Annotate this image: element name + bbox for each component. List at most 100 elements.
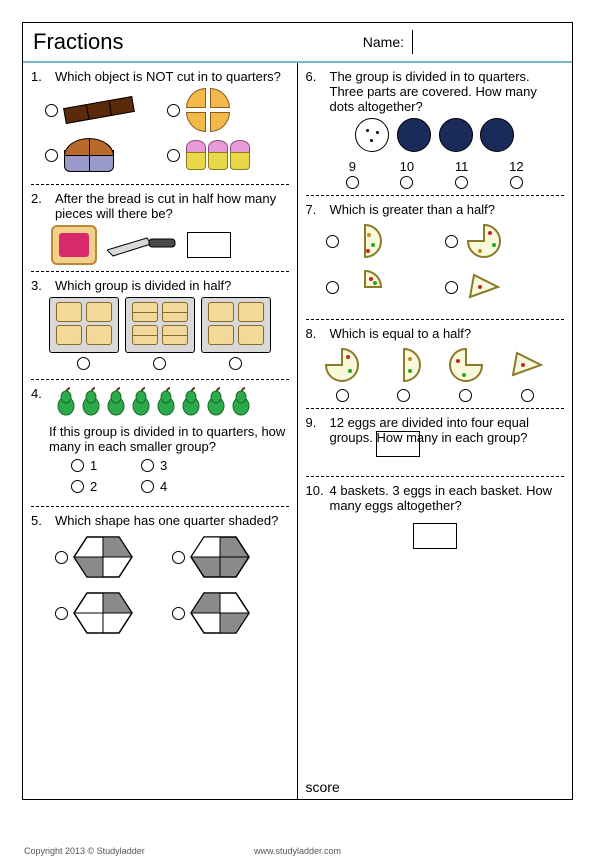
radio-icon [455, 176, 468, 189]
q3-option-a[interactable] [77, 357, 90, 370]
question-2: 2. After the bread is cut in half how ma… [31, 191, 289, 265]
q4-option-2[interactable]: 2 [71, 479, 141, 494]
pear-icon [55, 386, 77, 416]
bun-quarters-icon [186, 88, 230, 132]
pear-icon [105, 386, 127, 416]
q7-option-b[interactable] [445, 221, 564, 261]
hexagon-1of4-icon [72, 588, 134, 638]
q8-option-a[interactable] [336, 389, 349, 402]
q5-number: 5. [31, 513, 47, 528]
q4-option-3[interactable]: 3 [141, 458, 211, 473]
q10-answer-box[interactable] [413, 523, 457, 549]
divider [306, 319, 565, 320]
q1-text: Which object is NOT cut in to quarters? [55, 69, 281, 84]
covered-circle-icon [480, 118, 514, 152]
q1-option-b[interactable] [167, 88, 289, 132]
q5-text: Which shape has one quarter shaded? [55, 513, 278, 528]
q2-number: 2. [31, 191, 47, 221]
q4-number: 4. [31, 386, 47, 420]
pizza-half-icon [384, 345, 424, 385]
q8-option-d[interactable] [521, 389, 534, 402]
name-label: Name: [363, 34, 404, 50]
radio-icon [141, 459, 154, 472]
q1-option-d[interactable] [167, 138, 289, 172]
radio-icon [71, 480, 84, 493]
q1-option-c[interactable] [45, 138, 167, 172]
pizza-slice-icon [464, 267, 504, 307]
q3-text: Which group is divided in half? [55, 278, 231, 293]
chocolate-bar-icon [63, 96, 135, 124]
question-4: 4. If this group is divided in to quarte… [31, 386, 289, 500]
radio-icon [445, 281, 458, 294]
q4-option-1[interactable]: 1 [71, 458, 141, 473]
divider [31, 379, 289, 380]
pizza-slice-icon [507, 345, 547, 385]
radio-icon [172, 607, 185, 620]
q10-number: 10. [306, 483, 322, 513]
q3-option-b[interactable] [153, 357, 166, 370]
hexagon-2of4-icon [189, 588, 251, 638]
tray-a-icon [49, 297, 119, 353]
radio-icon [172, 551, 185, 564]
question-5: 5. Which shape has one quarter shaded? [31, 513, 289, 644]
radio-icon [71, 459, 84, 472]
q3-option-c[interactable] [229, 357, 242, 370]
q8-option-c[interactable] [459, 389, 472, 402]
score-label: score [306, 779, 340, 795]
q6-option-10[interactable]: 10 [400, 159, 414, 189]
q8-text: Which is equal to a half? [330, 326, 472, 341]
q6-option-9[interactable]: 9 [346, 159, 359, 189]
radio-icon [141, 480, 154, 493]
divider [31, 271, 289, 272]
bread-icon [51, 225, 97, 265]
divider [31, 506, 289, 507]
q6-option-12[interactable]: 12 [509, 159, 523, 189]
q8-option-b[interactable] [397, 389, 410, 402]
covered-circle-icon [439, 118, 473, 152]
columns: 1. Which object is NOT cut in to quarter… [23, 63, 572, 799]
right-column: 6. The group is divided in to quarters. … [298, 63, 573, 799]
hexagon-2of4-icon [72, 532, 134, 582]
q1-option-a[interactable] [45, 88, 167, 132]
radio-icon [400, 176, 413, 189]
cupcakes-icon [186, 140, 250, 170]
radio-icon [55, 607, 68, 620]
tray-c-icon [201, 297, 271, 353]
tray-b-icon [125, 297, 195, 353]
q5-option-a[interactable] [55, 532, 172, 582]
q2-answer-box[interactable] [187, 232, 231, 258]
divider [31, 184, 289, 185]
footer: Copyright 2013 © Studyladder www.studyla… [0, 846, 595, 856]
question-6: 6. The group is divided in to quarters. … [306, 69, 565, 189]
question-3: 3. Which group is divided in half? [31, 278, 289, 373]
radio-icon [326, 235, 339, 248]
knife-icon [107, 230, 177, 260]
pizza-3quarter-icon [446, 345, 486, 385]
radio-icon [55, 551, 68, 564]
q1-number: 1. [31, 69, 47, 84]
divider [306, 195, 565, 196]
left-column: 1. Which object is NOT cut in to quarter… [23, 63, 298, 799]
q5-option-c[interactable] [55, 588, 172, 638]
q4-option-4[interactable]: 4 [141, 479, 211, 494]
name-input[interactable] [412, 30, 562, 54]
page-title: Fractions [33, 29, 363, 55]
q5-option-b[interactable] [172, 532, 289, 582]
q4-text: If this group is divided in to quarters,… [31, 424, 289, 454]
q8-number: 8. [306, 326, 322, 341]
q7-option-a[interactable] [326, 221, 445, 261]
q7-option-d[interactable] [445, 267, 564, 307]
q3-number: 3. [31, 278, 47, 293]
hexagon-3of4-icon [189, 532, 251, 582]
pear-icon [80, 386, 102, 416]
pizza-half-icon [345, 221, 385, 261]
q7-option-c[interactable] [326, 267, 445, 307]
q9-answer-box[interactable] [376, 431, 420, 457]
q10-text: 4 baskets. 3 eggs in each basket. How ma… [330, 483, 565, 513]
covered-circle-icon [397, 118, 431, 152]
pizza-3quarter-icon [464, 221, 504, 261]
q5-option-d[interactable] [172, 588, 289, 638]
q6-text: The group is divided in to quarters. Thr… [330, 69, 565, 114]
radio-icon [346, 176, 359, 189]
q6-option-11[interactable]: 11 [455, 159, 469, 189]
